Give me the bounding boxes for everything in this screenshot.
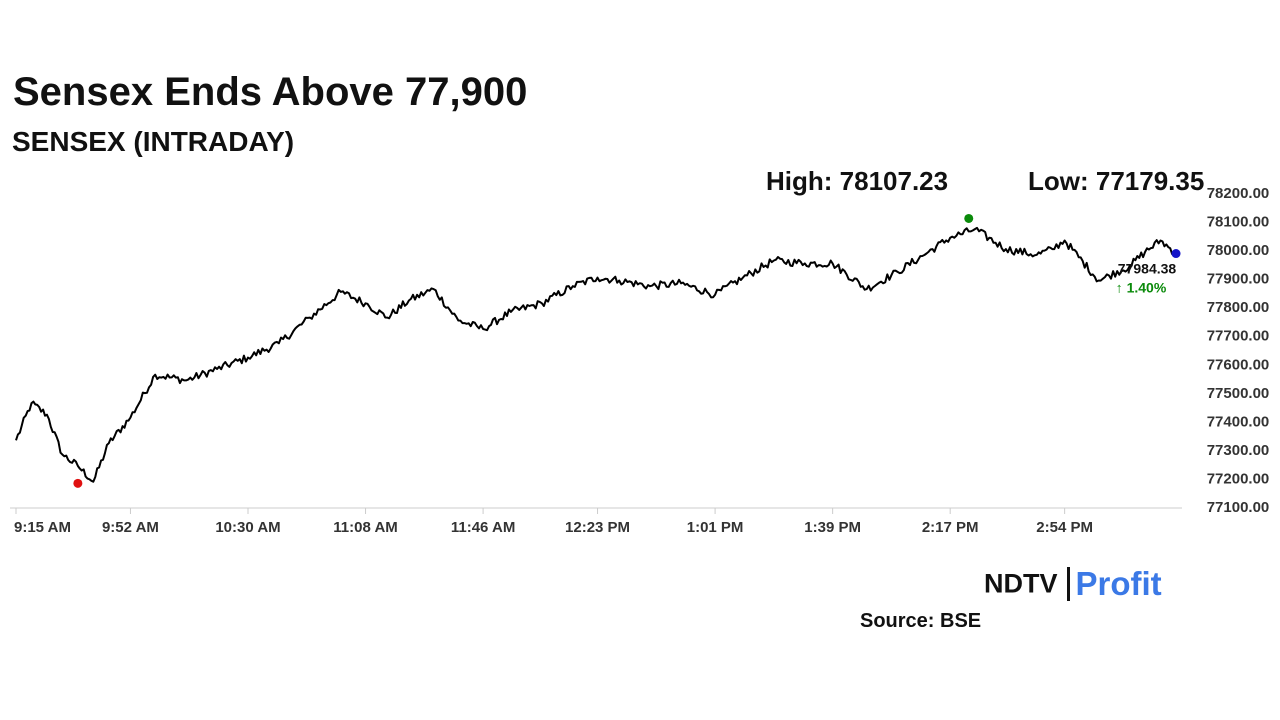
x-tick-label: 1:39 PM bbox=[804, 519, 861, 536]
brand-ndtv-text: NDTV bbox=[984, 568, 1058, 599]
y-tick-label: 77700.00 bbox=[1207, 328, 1270, 345]
high-stat: High: 78107.23 bbox=[766, 166, 949, 196]
x-tick-label: 2:17 PM bbox=[922, 519, 979, 536]
sensex-line-chart: 9:15 AM 9:52 AM 10:30 AM 11:08 AM 11:46 AM 12… bbox=[10, 185, 1270, 536]
low-stat: Low: 77179.35 bbox=[1028, 166, 1205, 196]
y-tick-label: 78000.00 bbox=[1207, 242, 1270, 259]
sensex-series-line bbox=[15, 226, 1177, 483]
brand-separator bbox=[1066, 567, 1070, 601]
x-tick-label: 11:08 AM bbox=[333, 519, 397, 536]
x-tick-label: 9:15 AM bbox=[14, 519, 71, 536]
brand-profit-text: Profit bbox=[1075, 565, 1162, 602]
y-tick-label: 77200.00 bbox=[1207, 470, 1270, 487]
x-tick-label: 1:01 PM bbox=[687, 519, 744, 536]
y-tick-label: 77400.00 bbox=[1207, 413, 1270, 430]
y-tick-label: 78100.00 bbox=[1207, 214, 1270, 231]
last-value-label: 77984.38 bbox=[1118, 261, 1177, 277]
y-tick-label: 77100.00 bbox=[1207, 499, 1270, 516]
last-value-marker bbox=[1171, 249, 1181, 259]
x-tick-label: 2:54 PM bbox=[1036, 519, 1093, 536]
chart-headline: Sensex Ends Above 77,900 bbox=[13, 70, 528, 114]
x-tick-label: 9:52 AM bbox=[102, 519, 159, 536]
y-tick-label: 78200.00 bbox=[1207, 185, 1270, 202]
ndtv-profit-logo: NDTV Profit bbox=[984, 565, 1162, 603]
y-tick-label: 77600.00 bbox=[1207, 356, 1270, 373]
x-tick-label: 11:46 AM bbox=[451, 519, 515, 536]
y-tick-label: 77900.00 bbox=[1207, 271, 1270, 288]
change-label: ↑ 1.40% bbox=[1116, 280, 1167, 296]
y-tick-label: 77500.00 bbox=[1207, 385, 1270, 402]
source-note: Source: BSE bbox=[860, 610, 982, 632]
x-tick-label: 10:30 AM bbox=[215, 519, 280, 536]
y-tick-label: 77800.00 bbox=[1207, 299, 1270, 316]
x-tick-label: 12:23 PM bbox=[565, 519, 630, 536]
y-tick-label: 77300.00 bbox=[1207, 442, 1270, 459]
low-marker bbox=[73, 478, 83, 488]
high-marker bbox=[964, 213, 974, 223]
chart-subtitle: SENSEX (INTRADAY) bbox=[12, 126, 295, 157]
